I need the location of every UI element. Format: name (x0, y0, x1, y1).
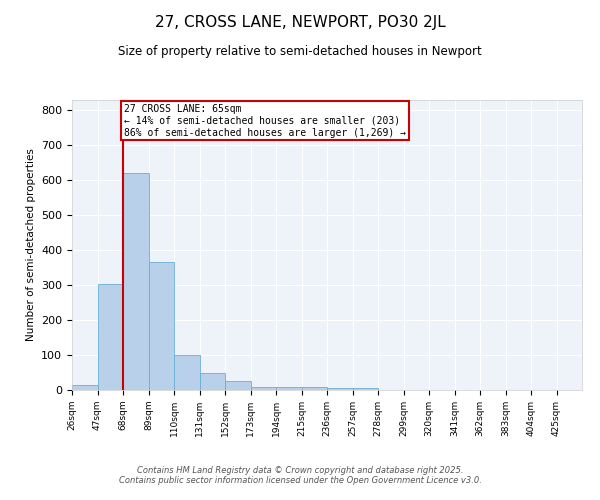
Bar (97, 284, 123, 390)
Bar (225, 382, 251, 390)
Bar (123, 174, 149, 390)
Bar (251, 386, 276, 390)
Bar (199, 372, 225, 390)
Text: 27 CROSS LANE: 65sqm
← 14% of semi-detached houses are smaller (203)
86% of semi: 27 CROSS LANE: 65sqm ← 14% of semi-detac… (124, 104, 406, 138)
Y-axis label: Number of semi-detached properties: Number of semi-detached properties (26, 148, 35, 342)
Text: Contains HM Land Registry data © Crown copyright and database right 2025.
Contai: Contains HM Land Registry data © Crown c… (119, 466, 481, 485)
Bar (149, 262, 174, 390)
Bar (353, 388, 378, 390)
Text: 27, CROSS LANE, NEWPORT, PO30 2JL: 27, CROSS LANE, NEWPORT, PO30 2JL (155, 15, 445, 30)
Bar (302, 386, 327, 390)
Bar (174, 355, 199, 390)
Bar (276, 386, 302, 390)
Text: Size of property relative to semi-detached houses in Newport: Size of property relative to semi-detach… (118, 45, 482, 58)
Bar (327, 388, 353, 390)
Bar (72, 385, 97, 390)
